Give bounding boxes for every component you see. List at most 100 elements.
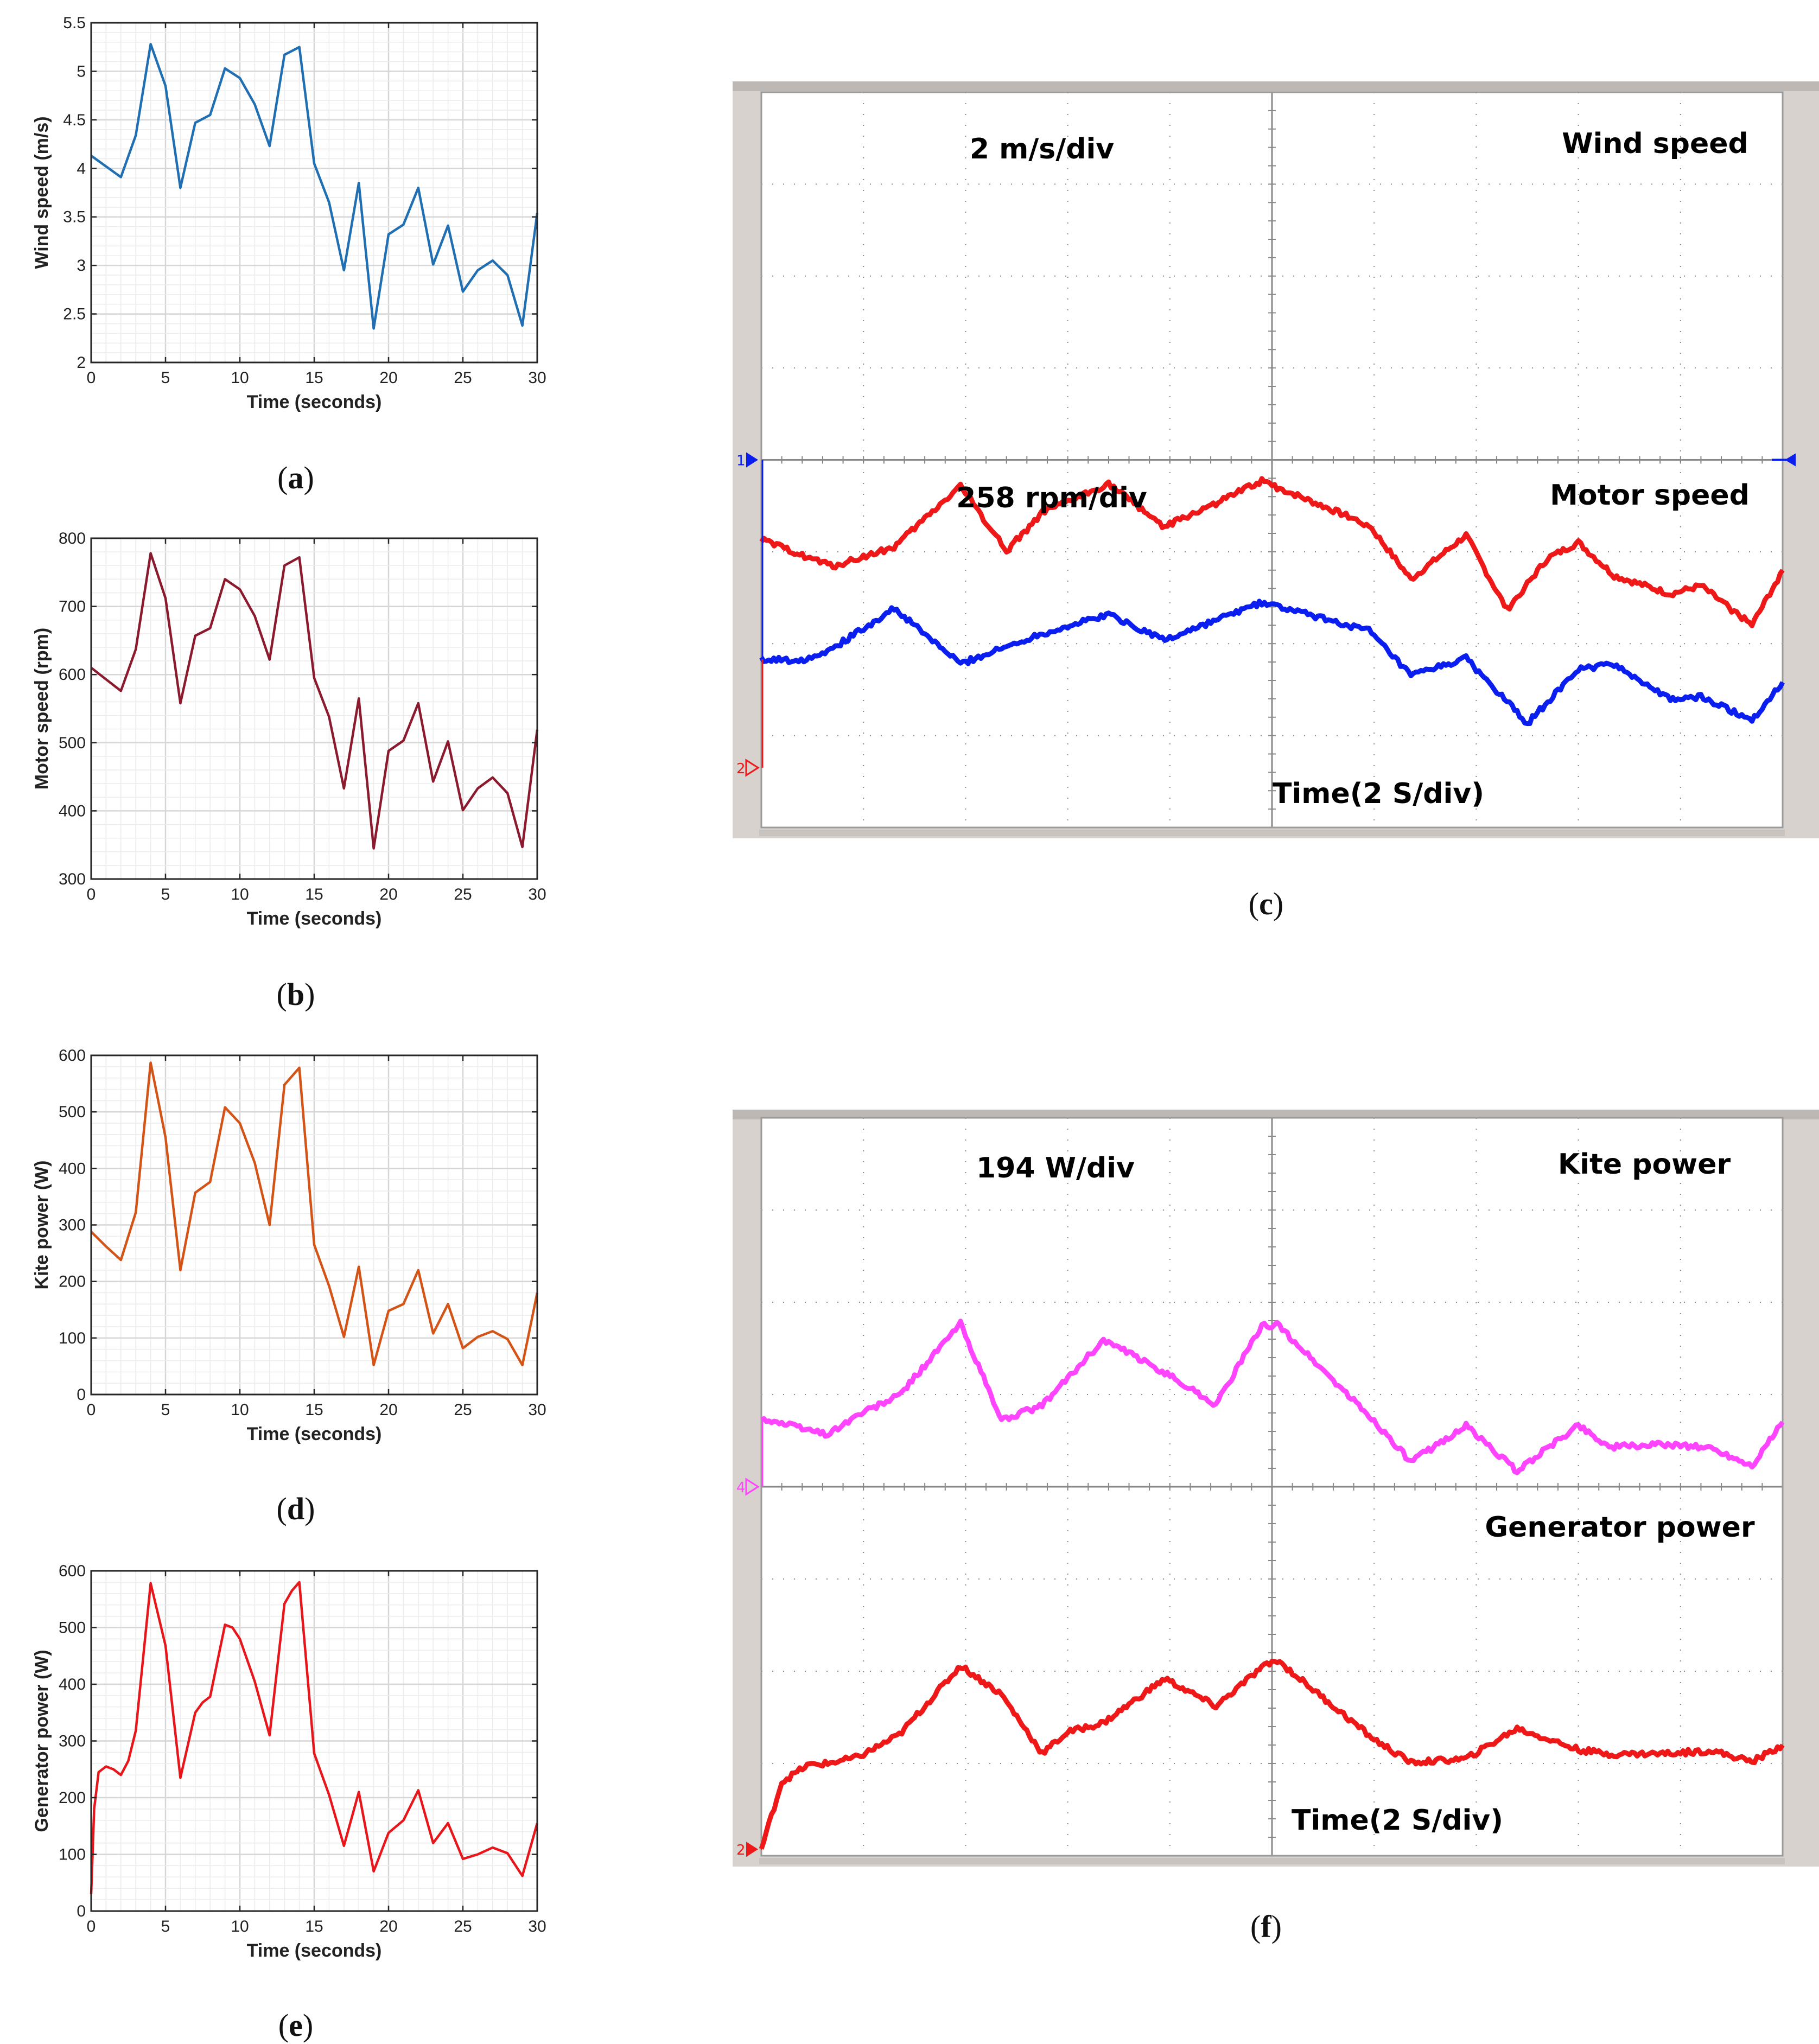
data-point [209,1181,211,1183]
scale-label: 2 m/s/div [970,133,1114,165]
data-point [120,1774,122,1776]
data-point [313,677,315,679]
data-point [239,1122,241,1124]
data-point [328,201,330,203]
trace-point [1465,534,1467,536]
trace-point [1373,1421,1375,1422]
data-point [298,1581,301,1583]
trace-point [800,659,802,661]
data-point [105,1766,107,1768]
y-tick-label: 4 [77,160,86,177]
data-point [506,274,508,276]
trace-point [1527,723,1528,724]
panel-caption-letter: f [1261,1909,1271,1944]
data-point [462,809,464,811]
trace-point [1164,1372,1166,1373]
trace-kite-power [760,1319,1785,1475]
data-point [120,1259,122,1261]
data-point [253,1162,256,1164]
data-point [476,787,479,789]
data-point [521,1364,524,1366]
data-point [373,327,375,329]
trace-point [959,663,961,665]
data-point [120,690,122,692]
trace-point [1108,483,1109,485]
channel-2-marker [746,1842,758,1857]
scope-top-bar [733,81,1819,91]
y-tick-label: 300 [59,1733,86,1750]
data-point [164,1136,167,1138]
y-tick-label: 400 [59,1676,86,1693]
data-point [373,847,375,849]
trace-point [1506,609,1508,610]
data-point [462,1858,464,1860]
trace-point [1108,614,1109,615]
x-tick-label: 20 [379,886,397,903]
data-point [150,1582,152,1584]
data-point [313,1752,315,1754]
data-point [231,1627,233,1628]
y-axis-label: Wind speed (m/s) [31,116,52,269]
trace-point [1373,1739,1375,1740]
data-point [164,597,167,600]
panel-caption: (a) [277,460,314,495]
data-point [179,1269,181,1271]
x-tick-label: 25 [454,1918,472,1935]
chart-a: 0 5 10 15 20 25 30 2 2.5 3 3.5 4 4.5 5 5.5 Time (second… [31,14,546,495]
data-point [492,776,494,779]
x-tick-label: 15 [305,369,323,387]
trace-point [1368,524,1370,526]
trace-point [1410,578,1411,580]
data-point [492,259,494,262]
data-point [417,1789,419,1791]
trace-point [1669,593,1671,595]
y-tick-label: 600 [59,1047,86,1065]
x-tick-label: 30 [528,886,546,903]
data-point [253,1680,256,1683]
trace-point [1751,1761,1753,1762]
trace-point [1261,480,1263,482]
trace-point [1578,542,1579,543]
trace-motor-speed [759,476,1785,628]
trace-point [781,1781,783,1782]
data-point [432,780,434,782]
data-point [93,1808,95,1810]
trace-point [1215,1705,1217,1707]
data-point [239,1638,241,1640]
data-point [135,1730,137,1732]
trace-point [1782,1422,1783,1423]
x-tick-label: 10 [231,369,249,387]
y-tick-label: 3.5 [63,208,86,226]
top-trace-label: Kite power [1558,1148,1731,1181]
trace-point [761,1849,762,1850]
scale-label: 194 W/div [976,1152,1135,1185]
trace-point [1608,1446,1610,1448]
data-point [492,1846,494,1849]
data-point [224,1623,226,1626]
trace-point [1613,575,1615,576]
data-point [358,182,360,184]
y-tick-label: 600 [59,666,86,684]
x-tick-label: 30 [528,1401,546,1419]
trace-point [1578,668,1579,670]
y-tick-label: 4.5 [63,111,86,129]
y-tick-label: 500 [59,734,86,752]
data-point [194,635,196,637]
data-point [343,1845,345,1847]
data-point [506,792,508,794]
trace-point [1669,699,1671,701]
x-tick-label: 0 [87,1401,96,1419]
trace-point [1782,1744,1783,1746]
y-tick-label: 5.5 [63,14,86,32]
trace-point [1710,1447,1712,1449]
x-tick-label: 0 [87,369,96,387]
trace-point [1410,1461,1411,1463]
data-point [105,165,107,168]
data-point [164,1645,167,1647]
panel-caption: (e) [278,2008,313,2043]
data-point [209,114,211,116]
data-point [239,77,241,79]
y-tick-label: 2 [77,354,86,372]
data-point [447,740,449,742]
data-point [476,1854,479,1855]
